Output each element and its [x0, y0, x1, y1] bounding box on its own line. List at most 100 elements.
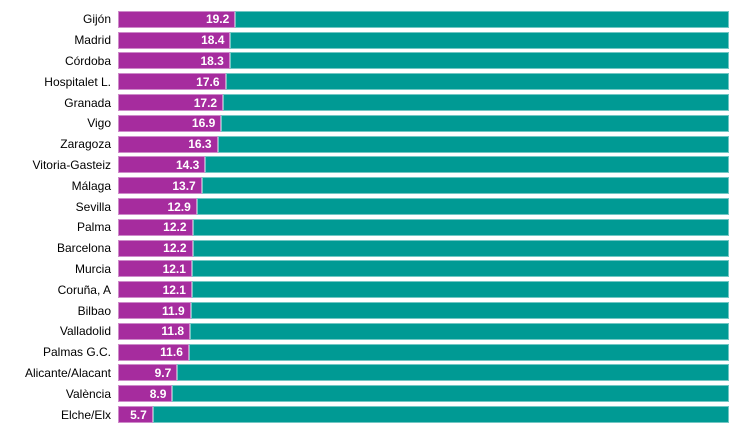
chart-row: Granada 17.2 [0, 92, 729, 113]
value-label: 12.2 [163, 220, 187, 235]
value-segment: 12.1 [118, 260, 192, 278]
remainder-segment [229, 52, 729, 70]
value-label: 8.9 [149, 386, 167, 401]
chart-row: Hospitalet L. 17.6 [0, 71, 729, 92]
value-label: 18.3 [200, 53, 224, 68]
remainder-segment [196, 198, 729, 216]
value-label: 17.2 [193, 95, 218, 110]
category-label: Murcia [74, 261, 111, 276]
bar-track: 12.2 [118, 218, 729, 236]
remainder-segment [223, 94, 729, 112]
bar-track: 11.9 [118, 302, 729, 320]
value-segment: 12.1 [118, 281, 192, 299]
value-label: 12.1 [162, 261, 186, 276]
chart-row: Madrid 18.4 [0, 30, 729, 51]
chart-row: Coruña, A 12.1 [0, 279, 729, 300]
category-label: Alicante/Alacant [24, 365, 111, 380]
value-label: 19.2 [205, 12, 230, 27]
chart-row: Málaga 13.7 [0, 175, 729, 196]
value-label: 11.9 [162, 303, 185, 318]
remainder-segment [225, 73, 729, 91]
bar-track: 19.2 [118, 10, 729, 28]
bar-track: 16.9 [118, 114, 729, 132]
category-label: Barcelona [56, 241, 111, 256]
category-label: Coruña, A [57, 282, 111, 297]
value-label: 16.9 [191, 116, 216, 131]
bar-track: 12.1 [118, 281, 729, 299]
value-label: 5.7 [130, 407, 147, 422]
chart-row: Valladolid 11.8 [0, 321, 729, 342]
value-label: 14.3 [176, 157, 200, 172]
chart-row: Alicante/Alacant 9.7 [0, 363, 729, 384]
remainder-segment [191, 281, 729, 299]
remainder-segment [190, 302, 729, 320]
value-label: 12.1 [162, 282, 186, 297]
value-label: 9.7 [154, 365, 172, 380]
remainder-segment [192, 218, 729, 236]
value-segment: 12.9 [118, 198, 197, 216]
remainder-segment [205, 156, 729, 174]
category-label: Madrid [74, 33, 111, 48]
category-label: València [65, 386, 111, 401]
value-segment: 18.4 [118, 31, 231, 49]
bar-track: 5.7 [118, 406, 729, 424]
value-label: 17.6 [196, 74, 220, 89]
value-segment: 12.2 [118, 218, 193, 236]
chart-row: Gijón 19.2 [0, 9, 729, 30]
value-segment: 5.7 [118, 406, 153, 424]
bar-track: 18.4 [118, 31, 729, 49]
category-label: Elche/Elx [60, 407, 111, 422]
remainder-segment [172, 385, 729, 403]
remainder-segment [188, 343, 729, 361]
category-label: Málaga [71, 178, 111, 193]
value-segment: 12.2 [118, 239, 193, 257]
value-segment: 9.7 [118, 364, 178, 382]
category-label: Zaragoza [60, 137, 111, 152]
value-segment: 11.8 [118, 322, 191, 340]
chart-row: Murcia 12.1 [0, 259, 729, 280]
value-segment: 11.6 [118, 343, 189, 361]
chart-row: Bilbao 11.9 [0, 300, 729, 321]
chart-row: Palma 12.2 [0, 217, 729, 238]
value-segment: 16.3 [118, 135, 218, 153]
category-label: Valladolid [59, 324, 111, 339]
bar-track: 14.3 [118, 156, 729, 174]
remainder-segment [191, 260, 729, 278]
bar-track: 12.2 [118, 239, 729, 257]
value-label: 11.8 [161, 324, 185, 339]
bar-track: 16.3 [118, 135, 729, 153]
value-segment: 11.9 [118, 302, 191, 320]
remainder-segment [217, 135, 729, 153]
remainder-segment [201, 177, 729, 195]
value-segment: 16.9 [118, 114, 222, 132]
value-segment: 14.3 [118, 156, 206, 174]
remainder-segment [190, 322, 729, 340]
chart-row: Vitoria-Gasteiz 14.3 [0, 155, 729, 176]
remainder-segment [235, 10, 729, 28]
category-label: Bilbao [77, 303, 111, 318]
bar-track: 17.6 [118, 73, 729, 91]
value-label: 16.3 [188, 137, 212, 152]
value-segment: 17.6 [118, 73, 226, 91]
remainder-segment [221, 114, 729, 132]
category-label: Córdoba [64, 53, 111, 68]
bar-track: 12.9 [118, 198, 729, 216]
category-label: Sevilla [75, 199, 111, 214]
remainder-segment [152, 406, 729, 424]
remainder-segment [177, 364, 729, 382]
category-label: Palma [76, 220, 111, 235]
chart-row: Elche/Elx 5.7 [0, 404, 729, 425]
bar-track: 17.2 [118, 94, 729, 112]
remainder-segment [230, 31, 729, 49]
chart: Gijón 19.2 Madrid 18.4 Córdoba 18.3 Hospitalet… [0, 9, 729, 425]
value-label: 11.6 [160, 345, 183, 360]
category-label: Gijón [82, 12, 111, 27]
chart-row: Córdoba 18.3 [0, 51, 729, 72]
value-label: 12.2 [163, 241, 187, 256]
chart-row: Palmas G.C. 11.6 [0, 342, 729, 363]
bar-track: 13.7 [118, 177, 729, 195]
value-segment: 8.9 [118, 385, 173, 403]
value-segment: 17.2 [118, 94, 224, 112]
value-segment: 18.3 [118, 52, 230, 70]
